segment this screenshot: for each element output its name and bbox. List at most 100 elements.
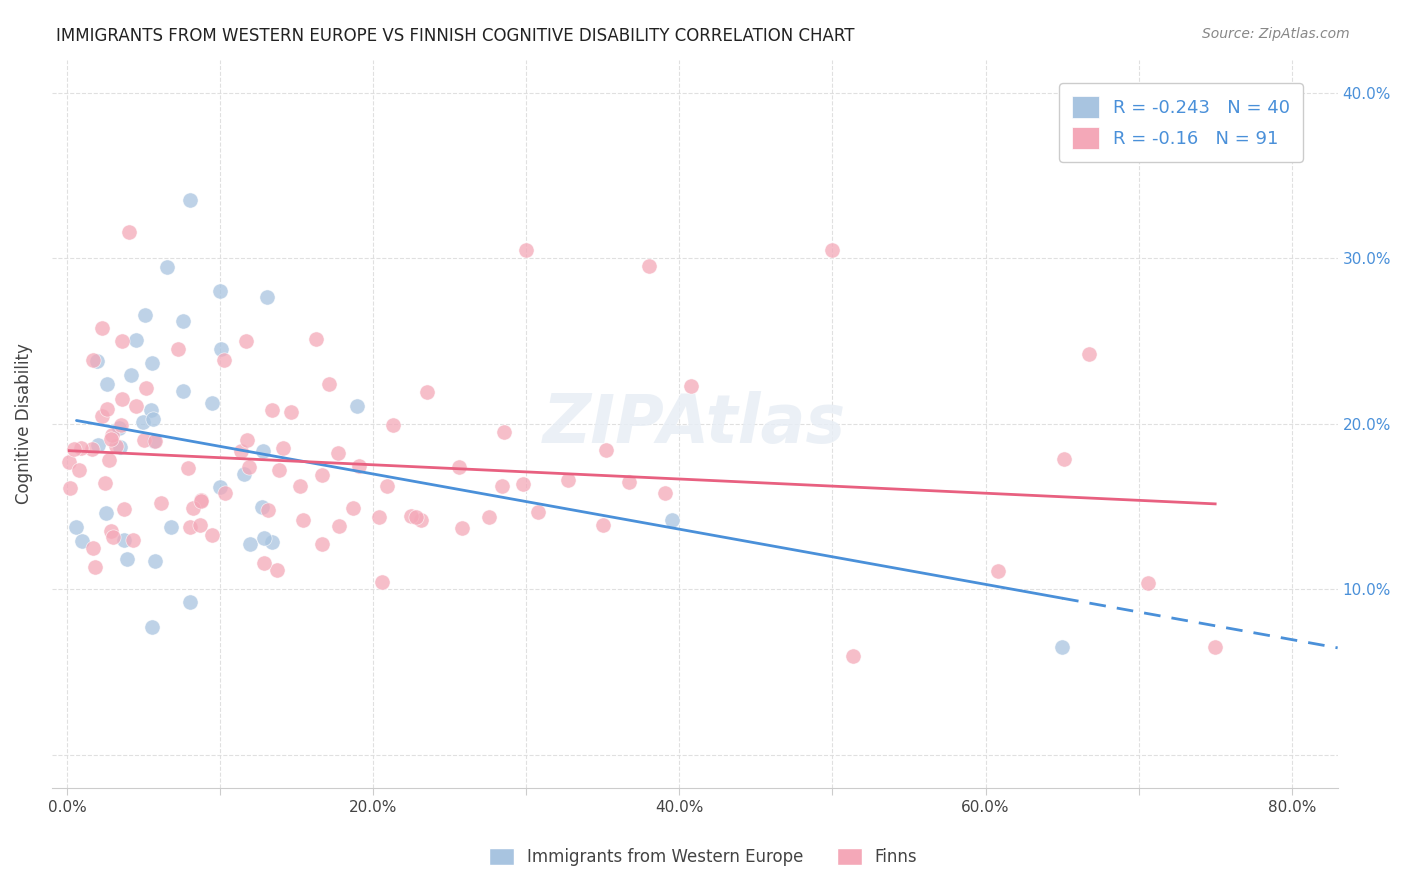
Point: [96, 507, 118, 521]
Point: [94, 475, 117, 490]
Point: [235, 334, 257, 348]
Point: [269, 463, 291, 477]
Point: [1053, 452, 1076, 467]
Point: [209, 285, 232, 299]
Point: [256, 503, 278, 517]
Point: [65, 520, 87, 534]
Point: [143, 434, 166, 448]
Point: [208, 480, 231, 494]
Point: [101, 530, 124, 544]
Point: [661, 513, 683, 527]
Point: [82, 353, 104, 368]
Point: [135, 381, 157, 395]
Point: [188, 518, 211, 533]
Point: [288, 479, 311, 493]
Point: [98, 453, 121, 467]
Point: [292, 513, 315, 527]
Point: [494, 425, 516, 439]
Point: [190, 493, 212, 508]
Point: [120, 368, 142, 382]
Point: [250, 500, 273, 514]
Point: [172, 384, 194, 398]
Point: [141, 620, 163, 634]
Point: [132, 415, 155, 429]
Text: IMMIGRANTS FROM WESTERN EUROPE VS FINNISH COGNITIVE DISABILITY CORRELATION CHART: IMMIGRANTS FROM WESTERN EUROPE VS FINNIS…: [56, 27, 855, 45]
Point: [110, 417, 132, 432]
Point: [318, 376, 340, 391]
Point: [405, 510, 427, 524]
Point: [328, 519, 350, 533]
Point: [231, 443, 253, 458]
Point: [179, 595, 201, 609]
Point: [370, 575, 392, 590]
Point: [100, 524, 122, 539]
Point: [592, 518, 614, 533]
Point: [167, 342, 190, 356]
Point: [132, 433, 155, 447]
Point: [411, 513, 433, 527]
Point: [262, 534, 284, 549]
Point: [141, 356, 163, 370]
Point: [681, 379, 703, 393]
Point: [381, 417, 404, 432]
Point: [450, 521, 472, 535]
Point: [96, 401, 118, 416]
Point: [82, 442, 104, 456]
Point: [280, 404, 302, 418]
Point: [416, 385, 439, 400]
Point: [90, 409, 112, 423]
Point: [347, 458, 370, 473]
Point: [238, 460, 260, 475]
Point: [515, 243, 537, 257]
Point: [212, 353, 235, 368]
Point: [96, 376, 118, 391]
Point: [512, 476, 534, 491]
Point: [368, 510, 391, 524]
Point: [271, 442, 294, 456]
Point: [252, 556, 274, 570]
Text: ZIPAtlas: ZIPAtlas: [543, 391, 846, 457]
Point: [160, 519, 183, 533]
Point: [1050, 640, 1073, 654]
Point: [141, 403, 163, 417]
Point: [177, 460, 200, 475]
Point: [201, 396, 224, 410]
Point: [557, 473, 579, 487]
Point: [101, 427, 124, 442]
Point: [70, 533, 93, 548]
Point: [111, 334, 134, 348]
Y-axis label: Cognitive Disability: Cognitive Disability: [15, 343, 32, 504]
Point: [595, 442, 617, 457]
Point: [617, 475, 640, 489]
Point: [181, 500, 204, 515]
Point: [326, 446, 349, 460]
Point: [86, 354, 108, 368]
Point: [82, 541, 104, 556]
Point: [112, 533, 135, 547]
Point: [62, 442, 84, 456]
Point: [110, 441, 132, 455]
Point: [143, 434, 166, 448]
Point: [375, 479, 398, 493]
Point: [262, 402, 284, 417]
Point: [107, 421, 129, 435]
Point: [125, 333, 148, 347]
Point: [842, 648, 865, 663]
Legend: Immigrants from Western Europe, Finns: Immigrants from Western Europe, Finns: [481, 840, 925, 875]
Point: [449, 460, 471, 475]
Point: [637, 260, 659, 274]
Point: [987, 564, 1010, 578]
Point: [67, 463, 90, 477]
Point: [311, 537, 333, 551]
Point: [342, 500, 364, 515]
Point: [134, 309, 156, 323]
Point: [821, 243, 844, 257]
Point: [266, 563, 288, 577]
Point: [156, 260, 179, 275]
Point: [117, 225, 139, 239]
Point: [122, 533, 145, 548]
Point: [190, 494, 212, 508]
Point: [179, 520, 201, 534]
Point: [236, 434, 259, 448]
Point: [346, 400, 368, 414]
